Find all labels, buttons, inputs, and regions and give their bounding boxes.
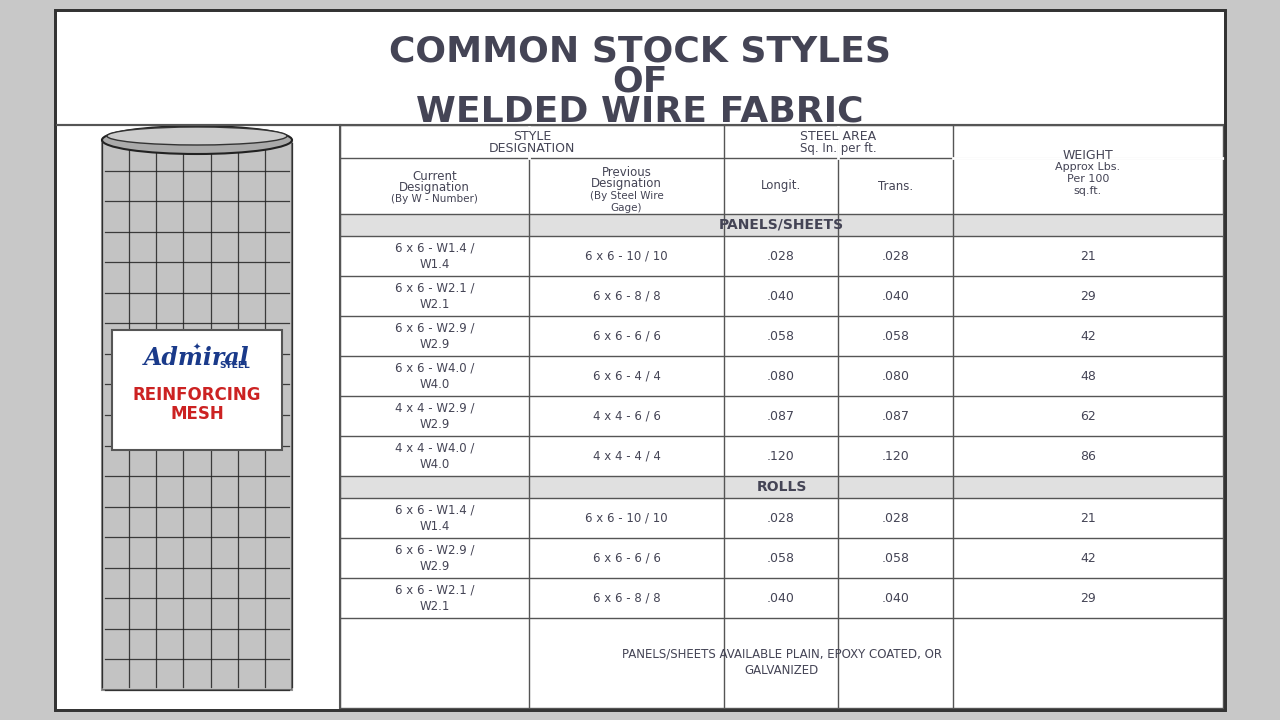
Text: 29: 29 (1080, 289, 1096, 302)
Text: Approx Lbs.: Approx Lbs. (1056, 163, 1120, 173)
Text: 6 x 6 - W2.9 /: 6 x 6 - W2.9 / (394, 544, 475, 557)
Text: 6 x 6 - 8 / 8: 6 x 6 - 8 / 8 (593, 592, 660, 605)
Ellipse shape (108, 127, 287, 145)
Text: STYLE: STYLE (513, 130, 552, 143)
Text: PANELS/SHEETS: PANELS/SHEETS (719, 218, 844, 232)
Text: 6 x 6 - 10 / 10: 6 x 6 - 10 / 10 (585, 250, 668, 263)
Text: .028: .028 (882, 511, 909, 524)
Text: 21: 21 (1080, 250, 1096, 263)
Text: W1.4: W1.4 (420, 258, 449, 271)
Text: Trans.: Trans. (878, 179, 913, 192)
Text: W2.1: W2.1 (420, 600, 449, 613)
Text: (By W - Number): (By W - Number) (392, 194, 477, 204)
Text: STEEL: STEEL (220, 361, 251, 371)
Text: 21: 21 (1080, 511, 1096, 524)
Text: GALVANIZED: GALVANIZED (745, 664, 819, 677)
Text: 6 x 6 - W2.1 /: 6 x 6 - W2.1 / (394, 583, 475, 596)
Ellipse shape (102, 126, 292, 154)
Text: 6 x 6 - 8 / 8: 6 x 6 - 8 / 8 (593, 289, 660, 302)
Bar (340, 215, 1222, 235)
Text: .028: .028 (767, 250, 795, 263)
Text: (By Steel Wire: (By Steel Wire (590, 191, 663, 201)
Text: .120: .120 (767, 449, 795, 462)
Text: Designation: Designation (399, 181, 470, 194)
Text: W2.9: W2.9 (420, 338, 449, 351)
Text: .040: .040 (767, 592, 795, 605)
Text: Designation: Designation (591, 178, 662, 191)
Text: 42: 42 (1080, 552, 1096, 564)
Text: 4 x 4 - 4 / 4: 4 x 4 - 4 / 4 (593, 449, 660, 462)
Text: .040: .040 (882, 289, 909, 302)
Text: 6 x 6 - 6 / 6: 6 x 6 - 6 / 6 (593, 330, 660, 343)
Text: .040: .040 (767, 289, 795, 302)
Text: 42: 42 (1080, 330, 1096, 343)
Text: .058: .058 (882, 552, 910, 564)
Text: 6 x 6 - W2.1 /: 6 x 6 - W2.1 / (394, 282, 475, 294)
Text: W4.0: W4.0 (420, 457, 449, 470)
Text: Current: Current (412, 169, 457, 182)
Text: 6 x 6 - W1.4 /: 6 x 6 - W1.4 / (394, 503, 475, 516)
Text: REINFORCING: REINFORCING (133, 386, 261, 404)
Text: 62: 62 (1080, 410, 1096, 423)
Text: 29: 29 (1080, 592, 1096, 605)
Text: WELDED WIRE FABRIC: WELDED WIRE FABRIC (416, 95, 864, 129)
Text: .087: .087 (882, 410, 910, 423)
Text: 48: 48 (1080, 369, 1096, 382)
Text: W1.4: W1.4 (420, 520, 449, 533)
Text: Per 100: Per 100 (1066, 174, 1110, 184)
Text: 86: 86 (1080, 449, 1096, 462)
Text: .028: .028 (882, 250, 909, 263)
Text: W2.1: W2.1 (420, 297, 449, 310)
Bar (102, 140, 292, 690)
Text: Gage): Gage) (611, 203, 643, 213)
Text: 6 x 6 - W2.9 /: 6 x 6 - W2.9 / (394, 322, 475, 335)
Text: ✦: ✦ (193, 343, 201, 353)
Text: 4 x 4 - 6 / 6: 4 x 4 - 6 / 6 (593, 410, 660, 423)
Text: Longit.: Longit. (760, 179, 801, 192)
Text: W2.9: W2.9 (420, 559, 449, 572)
Text: 6 x 6 - 10 / 10: 6 x 6 - 10 / 10 (585, 511, 668, 524)
Text: 6 x 6 - W4.0 /: 6 x 6 - W4.0 / (394, 361, 474, 374)
Text: W2.9: W2.9 (420, 418, 449, 431)
Bar (340, 477, 1222, 498)
Text: OF: OF (612, 65, 668, 99)
Text: W4.0: W4.0 (420, 377, 449, 390)
Text: .040: .040 (882, 592, 909, 605)
Text: .058: .058 (767, 552, 795, 564)
Text: 4 x 4 - W2.9 /: 4 x 4 - W2.9 / (394, 402, 475, 415)
Text: .058: .058 (767, 330, 795, 343)
Text: Previous: Previous (602, 166, 652, 179)
Text: ROLLS: ROLLS (756, 480, 806, 494)
Text: STEEL AREA: STEEL AREA (800, 130, 877, 143)
Text: .080: .080 (882, 369, 910, 382)
Text: Sq. In. per ft.: Sq. In. per ft. (800, 142, 877, 155)
Text: MESH: MESH (170, 405, 224, 423)
Text: PANELS/SHEETS AVAILABLE PLAIN, EPOXY COATED, OR: PANELS/SHEETS AVAILABLE PLAIN, EPOXY COA… (622, 647, 942, 660)
Text: .087: .087 (767, 410, 795, 423)
Text: 6 x 6 - 6 / 6: 6 x 6 - 6 / 6 (593, 552, 660, 564)
Text: Admiral: Admiral (145, 346, 250, 370)
Text: 6 x 6 - W1.4 /: 6 x 6 - W1.4 / (394, 241, 475, 254)
Text: DESIGNATION: DESIGNATION (489, 142, 575, 155)
Text: sq.ft.: sq.ft. (1074, 186, 1102, 196)
Text: 4 x 4 - W4.0 /: 4 x 4 - W4.0 / (394, 441, 474, 454)
Text: .028: .028 (767, 511, 795, 524)
Text: COMMON STOCK STYLES: COMMON STOCK STYLES (389, 35, 891, 69)
Text: WEIGHT: WEIGHT (1062, 149, 1114, 162)
Text: .080: .080 (767, 369, 795, 382)
Text: .120: .120 (882, 449, 909, 462)
Bar (113, 330, 282, 450)
Text: 6 x 6 - 4 / 4: 6 x 6 - 4 / 4 (593, 369, 660, 382)
Text: .058: .058 (882, 330, 910, 343)
